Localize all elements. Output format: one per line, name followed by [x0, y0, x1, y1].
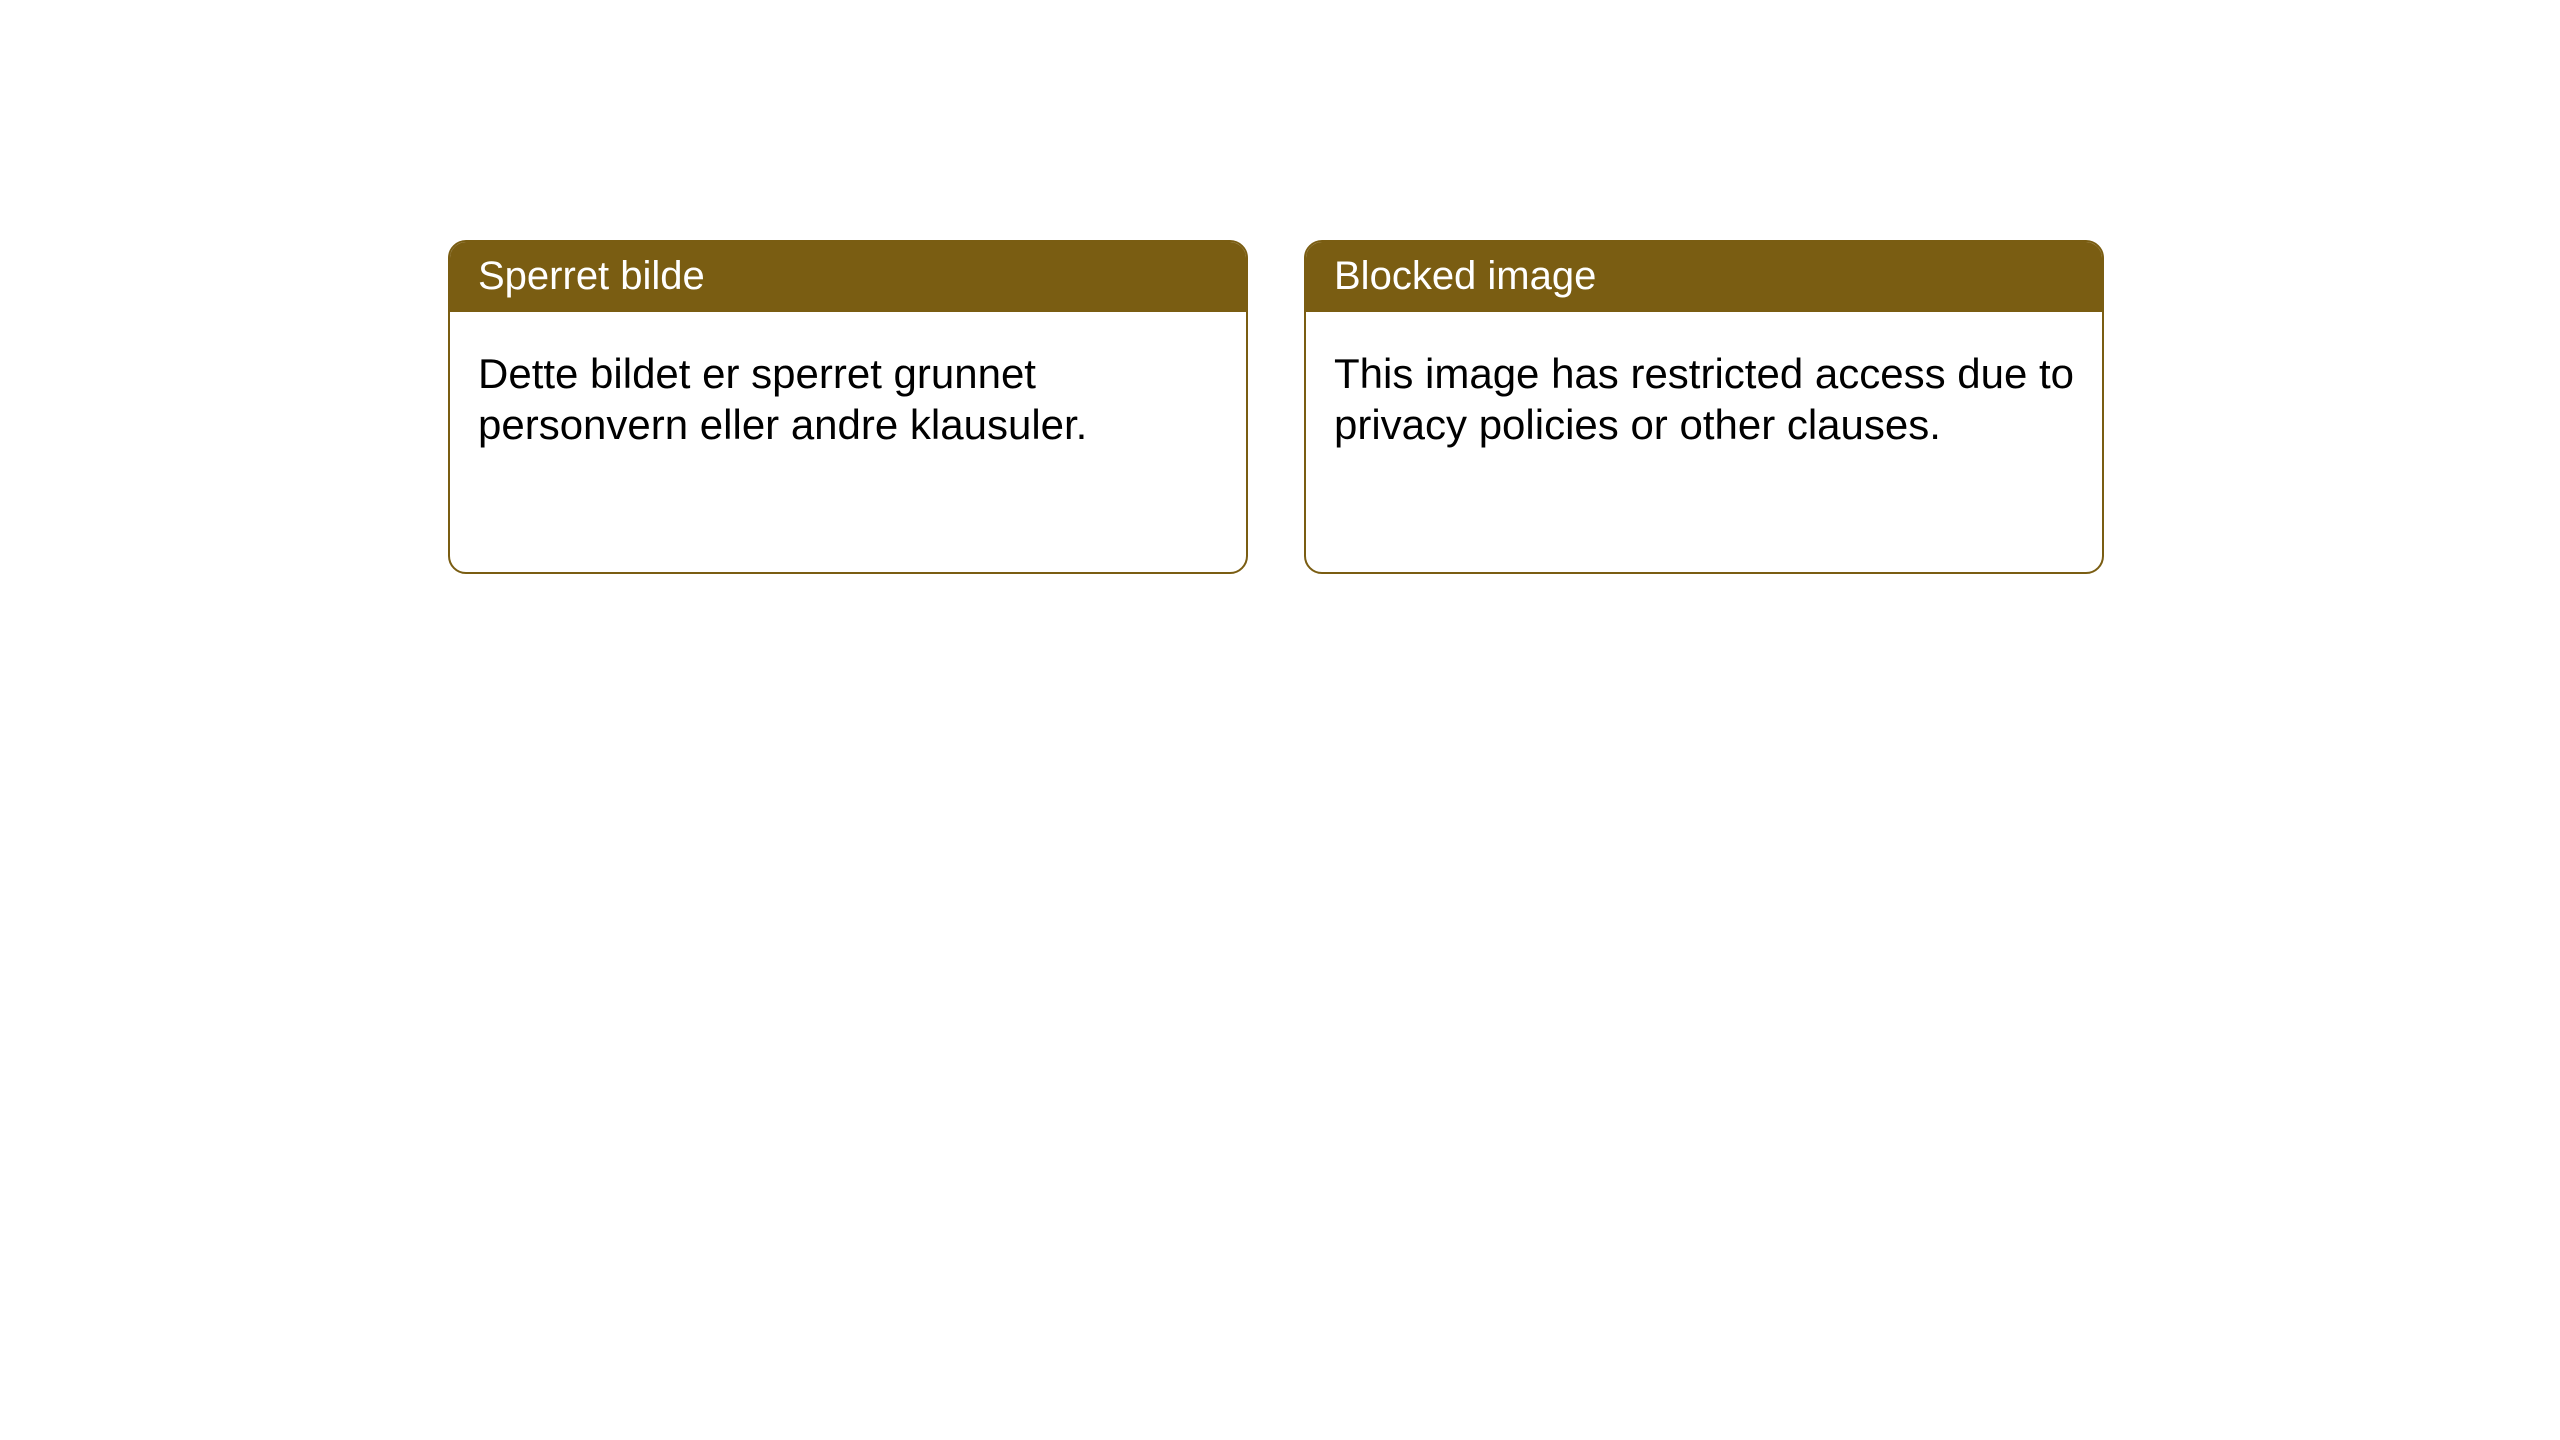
notice-body-norwegian: Dette bildet er sperret grunnet personve…	[450, 312, 1246, 478]
notice-card-norwegian: Sperret bilde Dette bildet er sperret gr…	[448, 240, 1248, 574]
notice-container: Sperret bilde Dette bildet er sperret gr…	[448, 240, 2104, 574]
notice-card-english: Blocked image This image has restricted …	[1304, 240, 2104, 574]
notice-body-english: This image has restricted access due to …	[1306, 312, 2102, 478]
notice-header-english: Blocked image	[1306, 242, 2102, 312]
notice-header-norwegian: Sperret bilde	[450, 242, 1246, 312]
